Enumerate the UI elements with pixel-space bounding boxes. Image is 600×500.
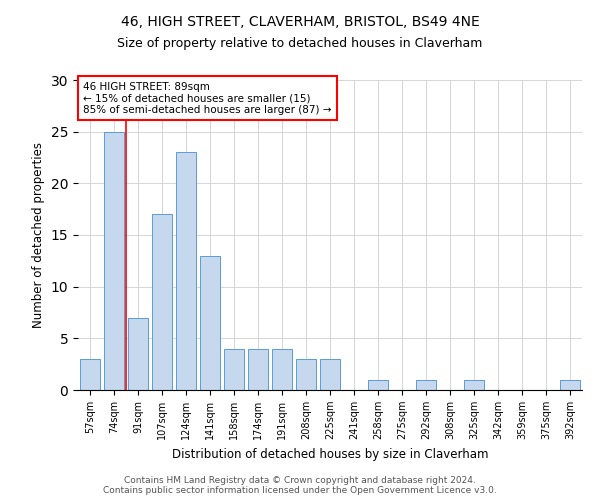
Text: Contains HM Land Registry data © Crown copyright and database right 2024.
Contai: Contains HM Land Registry data © Crown c… — [103, 476, 497, 495]
Text: Size of property relative to detached houses in Claverham: Size of property relative to detached ho… — [118, 38, 482, 51]
Bar — [152, 214, 172, 390]
Bar — [560, 380, 580, 390]
Bar — [416, 380, 436, 390]
X-axis label: Distribution of detached houses by size in Claverham: Distribution of detached houses by size … — [172, 448, 488, 460]
Text: 46 HIGH STREET: 89sqm
← 15% of detached houses are smaller (15)
85% of semi-deta: 46 HIGH STREET: 89sqm ← 15% of detached … — [83, 82, 332, 115]
Bar — [272, 348, 292, 390]
Bar — [80, 359, 100, 390]
Bar — [200, 256, 220, 390]
Bar — [224, 348, 244, 390]
Bar — [128, 318, 148, 390]
Bar — [320, 359, 340, 390]
Y-axis label: Number of detached properties: Number of detached properties — [32, 142, 45, 328]
Bar — [176, 152, 196, 390]
Bar — [368, 380, 388, 390]
Bar — [104, 132, 124, 390]
Bar — [248, 348, 268, 390]
Bar — [464, 380, 484, 390]
Text: 46, HIGH STREET, CLAVERHAM, BRISTOL, BS49 4NE: 46, HIGH STREET, CLAVERHAM, BRISTOL, BS4… — [121, 15, 479, 29]
Bar — [296, 359, 316, 390]
